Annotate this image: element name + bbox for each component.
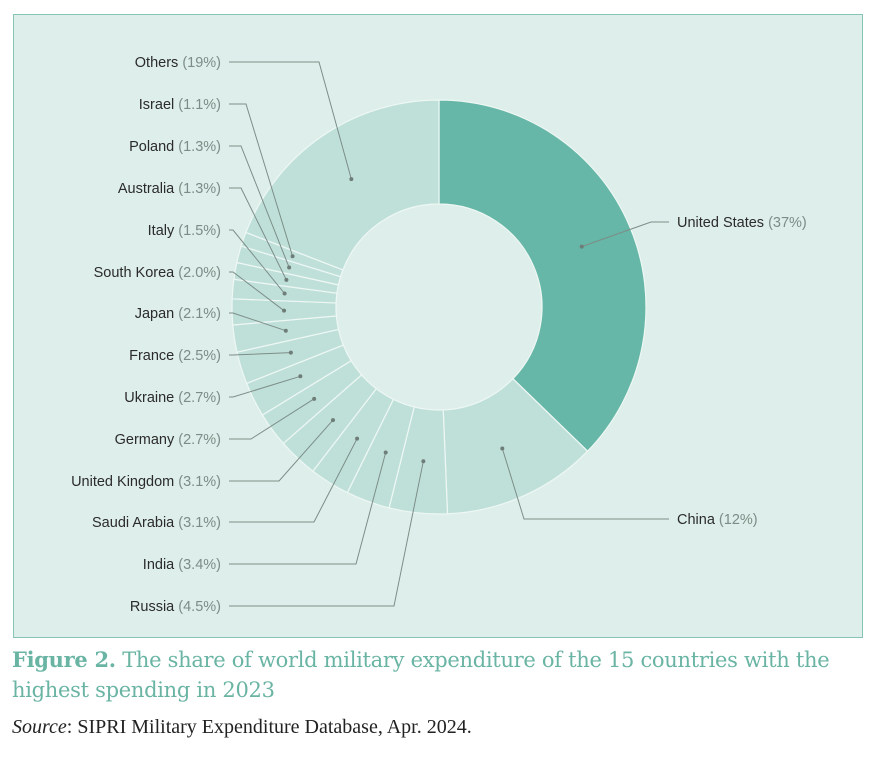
leader-dot xyxy=(421,459,426,464)
slice-label: Italy (1.5%) xyxy=(148,223,221,239)
slice-label-name: Japan xyxy=(135,306,179,322)
slice-label: India (3.4%) xyxy=(143,557,221,573)
leader-line xyxy=(229,145,290,268)
slice-label-name: Italy xyxy=(148,223,179,239)
leader-dot xyxy=(331,418,336,423)
source-text: : SIPRI Military Expenditure Database, A… xyxy=(66,716,472,738)
figure-label: Figure 2. xyxy=(12,647,116,672)
slice-label-name: Ukraine xyxy=(124,390,178,406)
slice-label-percent: (1.3%) xyxy=(178,139,221,155)
donut-chart: United States (37%) China (12%) Russia (4.… xyxy=(71,55,807,615)
slice-united-states xyxy=(438,99,647,453)
slice-label-name: France xyxy=(129,348,178,364)
leader-line xyxy=(229,419,334,482)
leader-dot xyxy=(288,350,293,355)
slice-label-percent: (12%) xyxy=(719,512,758,528)
slice-label-percent: (2.7%) xyxy=(178,390,221,406)
slice-label-percent: (3.4%) xyxy=(178,557,221,573)
slice-label-percent: (2.0%) xyxy=(178,265,221,281)
slice-label-percent: (19%) xyxy=(182,55,221,71)
slice-label-name: Australia xyxy=(118,181,178,197)
slice-label: Germany (2.7%) xyxy=(115,432,221,448)
leader-line xyxy=(229,461,424,607)
slice-label: Russia (4.5%) xyxy=(130,599,221,615)
leader-line xyxy=(229,452,387,565)
source-label: Source xyxy=(12,716,67,738)
slice-others xyxy=(245,99,440,271)
slice-label-percent: (37%) xyxy=(768,215,807,231)
leader-line xyxy=(229,438,358,523)
slice-label-name: India xyxy=(143,557,178,573)
slice-label-name: Poland xyxy=(129,139,178,155)
caption-text: The share of world military expenditure … xyxy=(12,648,830,702)
slice-label: United States (37%) xyxy=(677,215,807,231)
slice-label-name: Others xyxy=(135,55,183,71)
slice-label-name: Israel xyxy=(139,97,179,113)
slice-label-percent: (2.1%) xyxy=(178,306,221,322)
slice-label: South Korea (2.0%) xyxy=(94,265,221,281)
slice-label-name: Saudi Arabia xyxy=(92,515,178,531)
slice-label: Israel (1.1%) xyxy=(139,97,221,113)
leader-line xyxy=(229,103,294,257)
source-note: Source: SIPRI Military Expenditure Datab… xyxy=(12,716,472,739)
slice-label-percent: (1.3%) xyxy=(178,181,221,197)
leader-line xyxy=(229,187,287,281)
leader-line xyxy=(501,448,669,520)
leader-line xyxy=(229,61,352,180)
leader-dot xyxy=(284,277,289,282)
leader-dot xyxy=(298,374,303,379)
slice-label: China (12%) xyxy=(677,512,758,528)
leader-line xyxy=(229,312,286,332)
figure-caption: Figure 2. The share of world military ex… xyxy=(12,645,862,705)
leader-dot xyxy=(283,328,288,333)
leader-line xyxy=(581,221,669,248)
leader-dot xyxy=(579,244,584,249)
slice-label-name: United States xyxy=(677,215,768,231)
chart-panel: United States (37%) China (12%) Russia (4.… xyxy=(13,14,863,638)
slice-label-percent: (2.7%) xyxy=(178,432,221,448)
slice-label-percent: (3.1%) xyxy=(178,474,221,490)
slice-label: Australia (1.3%) xyxy=(118,181,221,197)
leader-line xyxy=(229,352,291,356)
slice-label-percent: (3.1%) xyxy=(178,515,221,531)
leader-line xyxy=(229,375,301,398)
leader-dot xyxy=(383,450,388,455)
leader-dot xyxy=(312,396,317,401)
slice-label-name: Russia xyxy=(130,599,178,615)
leader-dot xyxy=(287,265,292,270)
slice-label-name: South Korea xyxy=(94,265,179,281)
slice-label: Others (19%) xyxy=(135,55,221,71)
leader-dot xyxy=(290,254,295,259)
slice-label-percent: (1.5%) xyxy=(178,223,221,239)
leader-line xyxy=(229,271,285,312)
slice-label-name: Germany xyxy=(115,432,179,448)
slice-label: United Kingdom (3.1%) xyxy=(71,474,221,490)
slice-label: France (2.5%) xyxy=(129,348,221,364)
slice-label: Japan (2.1%) xyxy=(135,306,221,322)
slice-label-name: United Kingdom xyxy=(71,474,178,490)
slice-label-percent: (2.5%) xyxy=(178,348,221,364)
leader-dot xyxy=(349,177,354,182)
leader-line xyxy=(229,229,285,294)
leader-dot xyxy=(355,436,360,441)
slice-label-name: China xyxy=(677,512,719,528)
slice-label-percent: (1.1%) xyxy=(178,97,221,113)
slice-label: Poland (1.3%) xyxy=(129,139,221,155)
slice-label-percent: (4.5%) xyxy=(178,599,221,615)
leader-line xyxy=(229,398,315,440)
leader-dot xyxy=(282,308,287,313)
leader-dot xyxy=(282,291,287,296)
leader-dot xyxy=(500,446,505,451)
slice-label: Ukraine (2.7%) xyxy=(124,390,221,406)
slice-label: Saudi Arabia (3.1%) xyxy=(92,515,221,531)
